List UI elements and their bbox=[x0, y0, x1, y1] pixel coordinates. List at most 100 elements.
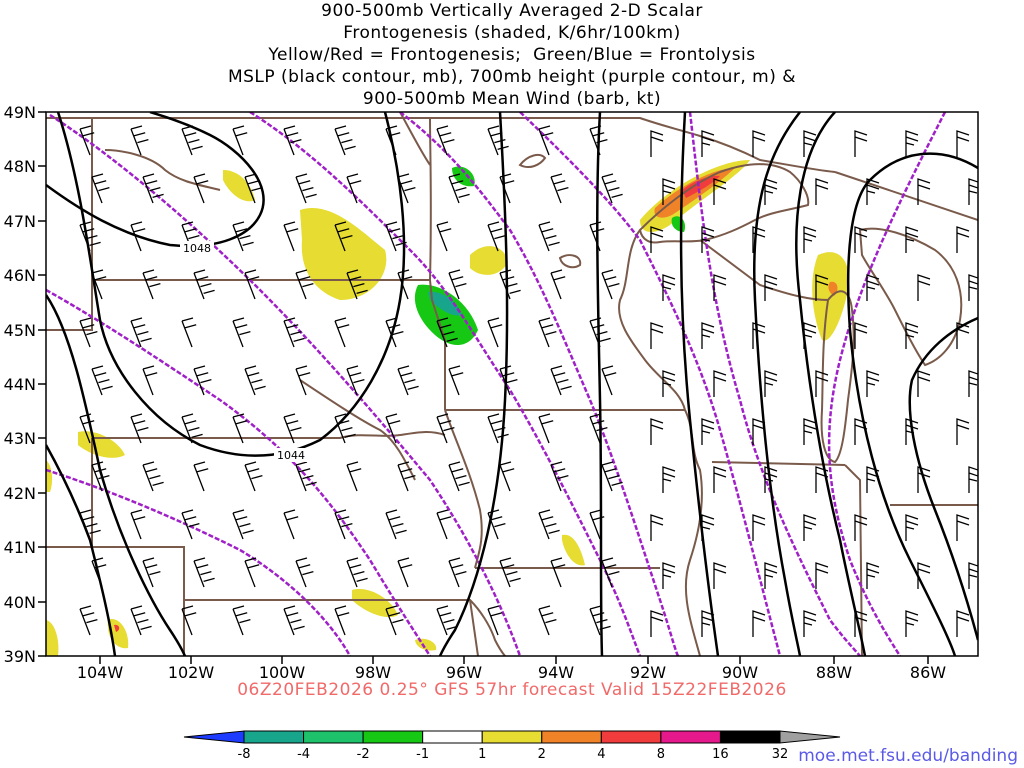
wind-barb bbox=[815, 562, 829, 589]
wind-barb bbox=[142, 269, 161, 300]
wind-barb bbox=[334, 125, 356, 156]
wind-barb bbox=[917, 370, 931, 397]
wind-barb bbox=[334, 221, 353, 252]
wind-barb bbox=[436, 413, 455, 444]
wind-barb bbox=[713, 274, 727, 301]
colorbar-label: -2 bbox=[357, 747, 370, 762]
colorbar: -8 -4 -2 -1 1 2 4 8 16 32 bbox=[183, 730, 841, 762]
wind-barb bbox=[436, 221, 452, 252]
lon-label-96w: 96W bbox=[446, 663, 482, 682]
colorbar-box bbox=[362, 730, 424, 744]
wind-barb bbox=[130, 125, 149, 156]
wind-barb bbox=[232, 509, 254, 540]
border-wi-il bbox=[711, 461, 846, 466]
border-ne-ks bbox=[184, 599, 506, 656]
wind-barb bbox=[91, 365, 113, 396]
fronto-yellow-6 bbox=[78, 431, 125, 458]
longitude-ticks bbox=[99, 656, 929, 664]
wind-barb bbox=[538, 413, 554, 444]
wind-barb bbox=[295, 365, 311, 396]
wind-barb bbox=[487, 221, 506, 252]
wind-barb bbox=[815, 466, 829, 493]
lat-label-49n: 49N bbox=[4, 103, 36, 122]
colorbar-label: 32 bbox=[772, 747, 789, 762]
wind-barb bbox=[854, 610, 868, 637]
wind-barb bbox=[385, 605, 404, 636]
lon-label-88w: 88W bbox=[816, 663, 852, 682]
wind-barb bbox=[550, 365, 572, 396]
border-ks-mo bbox=[469, 599, 479, 656]
wind-barb bbox=[854, 418, 868, 445]
wind-barb bbox=[815, 274, 829, 301]
wind-barb bbox=[538, 125, 554, 156]
map-frame bbox=[45, 111, 979, 657]
lake-huron-outline bbox=[858, 227, 963, 367]
wind-barb bbox=[283, 509, 299, 540]
wind-barb bbox=[956, 226, 970, 253]
colorbar-box bbox=[243, 730, 305, 744]
isobar-1044 bbox=[56, 112, 406, 457]
wind-barb bbox=[181, 413, 203, 444]
wind-barb bbox=[866, 178, 880, 205]
wind-barb bbox=[905, 610, 919, 637]
isobar-label-1044: 1044 bbox=[277, 449, 305, 462]
wind-barb bbox=[854, 514, 868, 541]
wind-barb bbox=[701, 514, 715, 541]
colorbar-label: -4 bbox=[297, 747, 310, 762]
wind-barb bbox=[244, 557, 260, 588]
wind-barb bbox=[79, 317, 98, 348]
wind-barb bbox=[487, 413, 509, 444]
colorbar-box bbox=[422, 730, 483, 744]
wind-barb bbox=[854, 130, 868, 157]
lat-label-42n: 42N bbox=[4, 484, 36, 503]
lat-label-44n: 44N bbox=[4, 375, 36, 394]
isobar-label-1048: 1048 bbox=[183, 242, 211, 255]
wind-barb bbox=[232, 317, 251, 348]
wind-barb bbox=[601, 365, 617, 396]
wind-barb bbox=[181, 125, 203, 156]
wind-barb bbox=[334, 413, 356, 444]
colorbar-box bbox=[719, 730, 781, 744]
frontolysis-green-2 bbox=[452, 166, 475, 187]
wind-barb bbox=[538, 509, 560, 540]
lon-label-94w: 94W bbox=[538, 663, 574, 682]
isobar-1048 bbox=[46, 112, 265, 248]
wind-barb bbox=[193, 557, 215, 588]
canada-lakes-outline bbox=[104, 112, 431, 191]
wind-barb bbox=[905, 226, 919, 253]
wind-barb bbox=[487, 509, 506, 540]
lake-outlines bbox=[104, 112, 963, 464]
wind-barb bbox=[650, 514, 664, 541]
wind-barb bbox=[436, 605, 458, 636]
wind-barb bbox=[601, 461, 623, 492]
wind-barb bbox=[142, 461, 164, 492]
isobar-11 bbox=[908, 316, 978, 641]
wind-barb bbox=[803, 418, 817, 445]
wind-barb bbox=[752, 226, 766, 253]
wind-barb bbox=[232, 221, 254, 252]
fronto-yellow-10 bbox=[46, 620, 59, 656]
wind-barb bbox=[283, 317, 305, 348]
wind-barb bbox=[397, 173, 416, 204]
fronto-yellow-1 bbox=[300, 208, 387, 300]
chart-title: 900-500mb Vertically Averaged 2-D Scalar… bbox=[0, 0, 1024, 110]
title-line-3: Yellow/Red = Frontogenesis; Green/Blue =… bbox=[268, 45, 756, 65]
wind-barb bbox=[650, 226, 664, 253]
wind-barb bbox=[866, 562, 880, 589]
wind-barb bbox=[968, 466, 978, 493]
wind-barb bbox=[193, 269, 215, 300]
colorbar-box bbox=[481, 730, 543, 744]
wind-barb bbox=[385, 413, 401, 444]
wind-barb bbox=[601, 557, 620, 588]
wind-barb bbox=[499, 365, 518, 396]
wind-barb bbox=[244, 173, 263, 204]
colorbar-box bbox=[600, 730, 662, 744]
wind-barb bbox=[701, 322, 715, 349]
isobar-9 bbox=[795, 112, 867, 656]
height-contour-8 bbox=[827, 112, 947, 656]
wind-barb bbox=[193, 365, 212, 396]
colorbar-box bbox=[660, 730, 721, 744]
wind-barb bbox=[448, 461, 470, 492]
wind-barb bbox=[397, 557, 413, 588]
credit-link[interactable]: moe.met.fsu.edu/banding bbox=[798, 746, 1018, 766]
